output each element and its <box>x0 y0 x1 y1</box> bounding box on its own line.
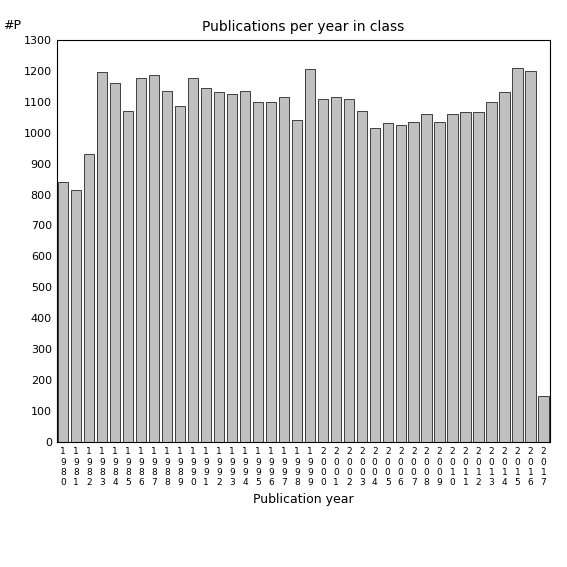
Bar <box>71 190 82 442</box>
Bar <box>266 101 276 442</box>
Bar <box>408 122 419 442</box>
Bar <box>123 111 133 442</box>
Bar <box>97 72 107 442</box>
Bar <box>253 101 263 442</box>
Bar <box>460 112 471 442</box>
Bar <box>214 92 224 442</box>
Bar <box>136 78 146 442</box>
Bar <box>447 114 458 442</box>
Bar <box>291 120 302 442</box>
Bar <box>84 154 94 442</box>
Bar <box>201 88 211 442</box>
Bar <box>227 94 237 442</box>
Bar <box>110 83 120 442</box>
Bar <box>370 128 380 442</box>
X-axis label: Publication year: Publication year <box>253 493 354 506</box>
Bar <box>240 91 250 442</box>
Y-axis label: #P: #P <box>3 19 22 32</box>
Bar <box>278 97 289 442</box>
Title: Publications per year in class: Publications per year in class <box>202 20 404 35</box>
Bar <box>175 106 185 442</box>
Bar <box>149 75 159 442</box>
Bar <box>434 122 445 442</box>
Bar <box>318 99 328 442</box>
Bar <box>421 114 432 442</box>
Bar <box>486 101 497 442</box>
Bar <box>331 97 341 442</box>
Bar <box>473 112 484 442</box>
Bar <box>58 182 69 442</box>
Bar <box>396 125 406 442</box>
Bar <box>525 71 536 442</box>
Bar <box>513 67 523 442</box>
Bar <box>538 396 549 442</box>
Bar <box>357 111 367 442</box>
Bar <box>383 123 393 442</box>
Bar <box>188 78 198 442</box>
Bar <box>500 92 510 442</box>
Bar <box>344 99 354 442</box>
Bar <box>162 91 172 442</box>
Bar <box>304 69 315 442</box>
